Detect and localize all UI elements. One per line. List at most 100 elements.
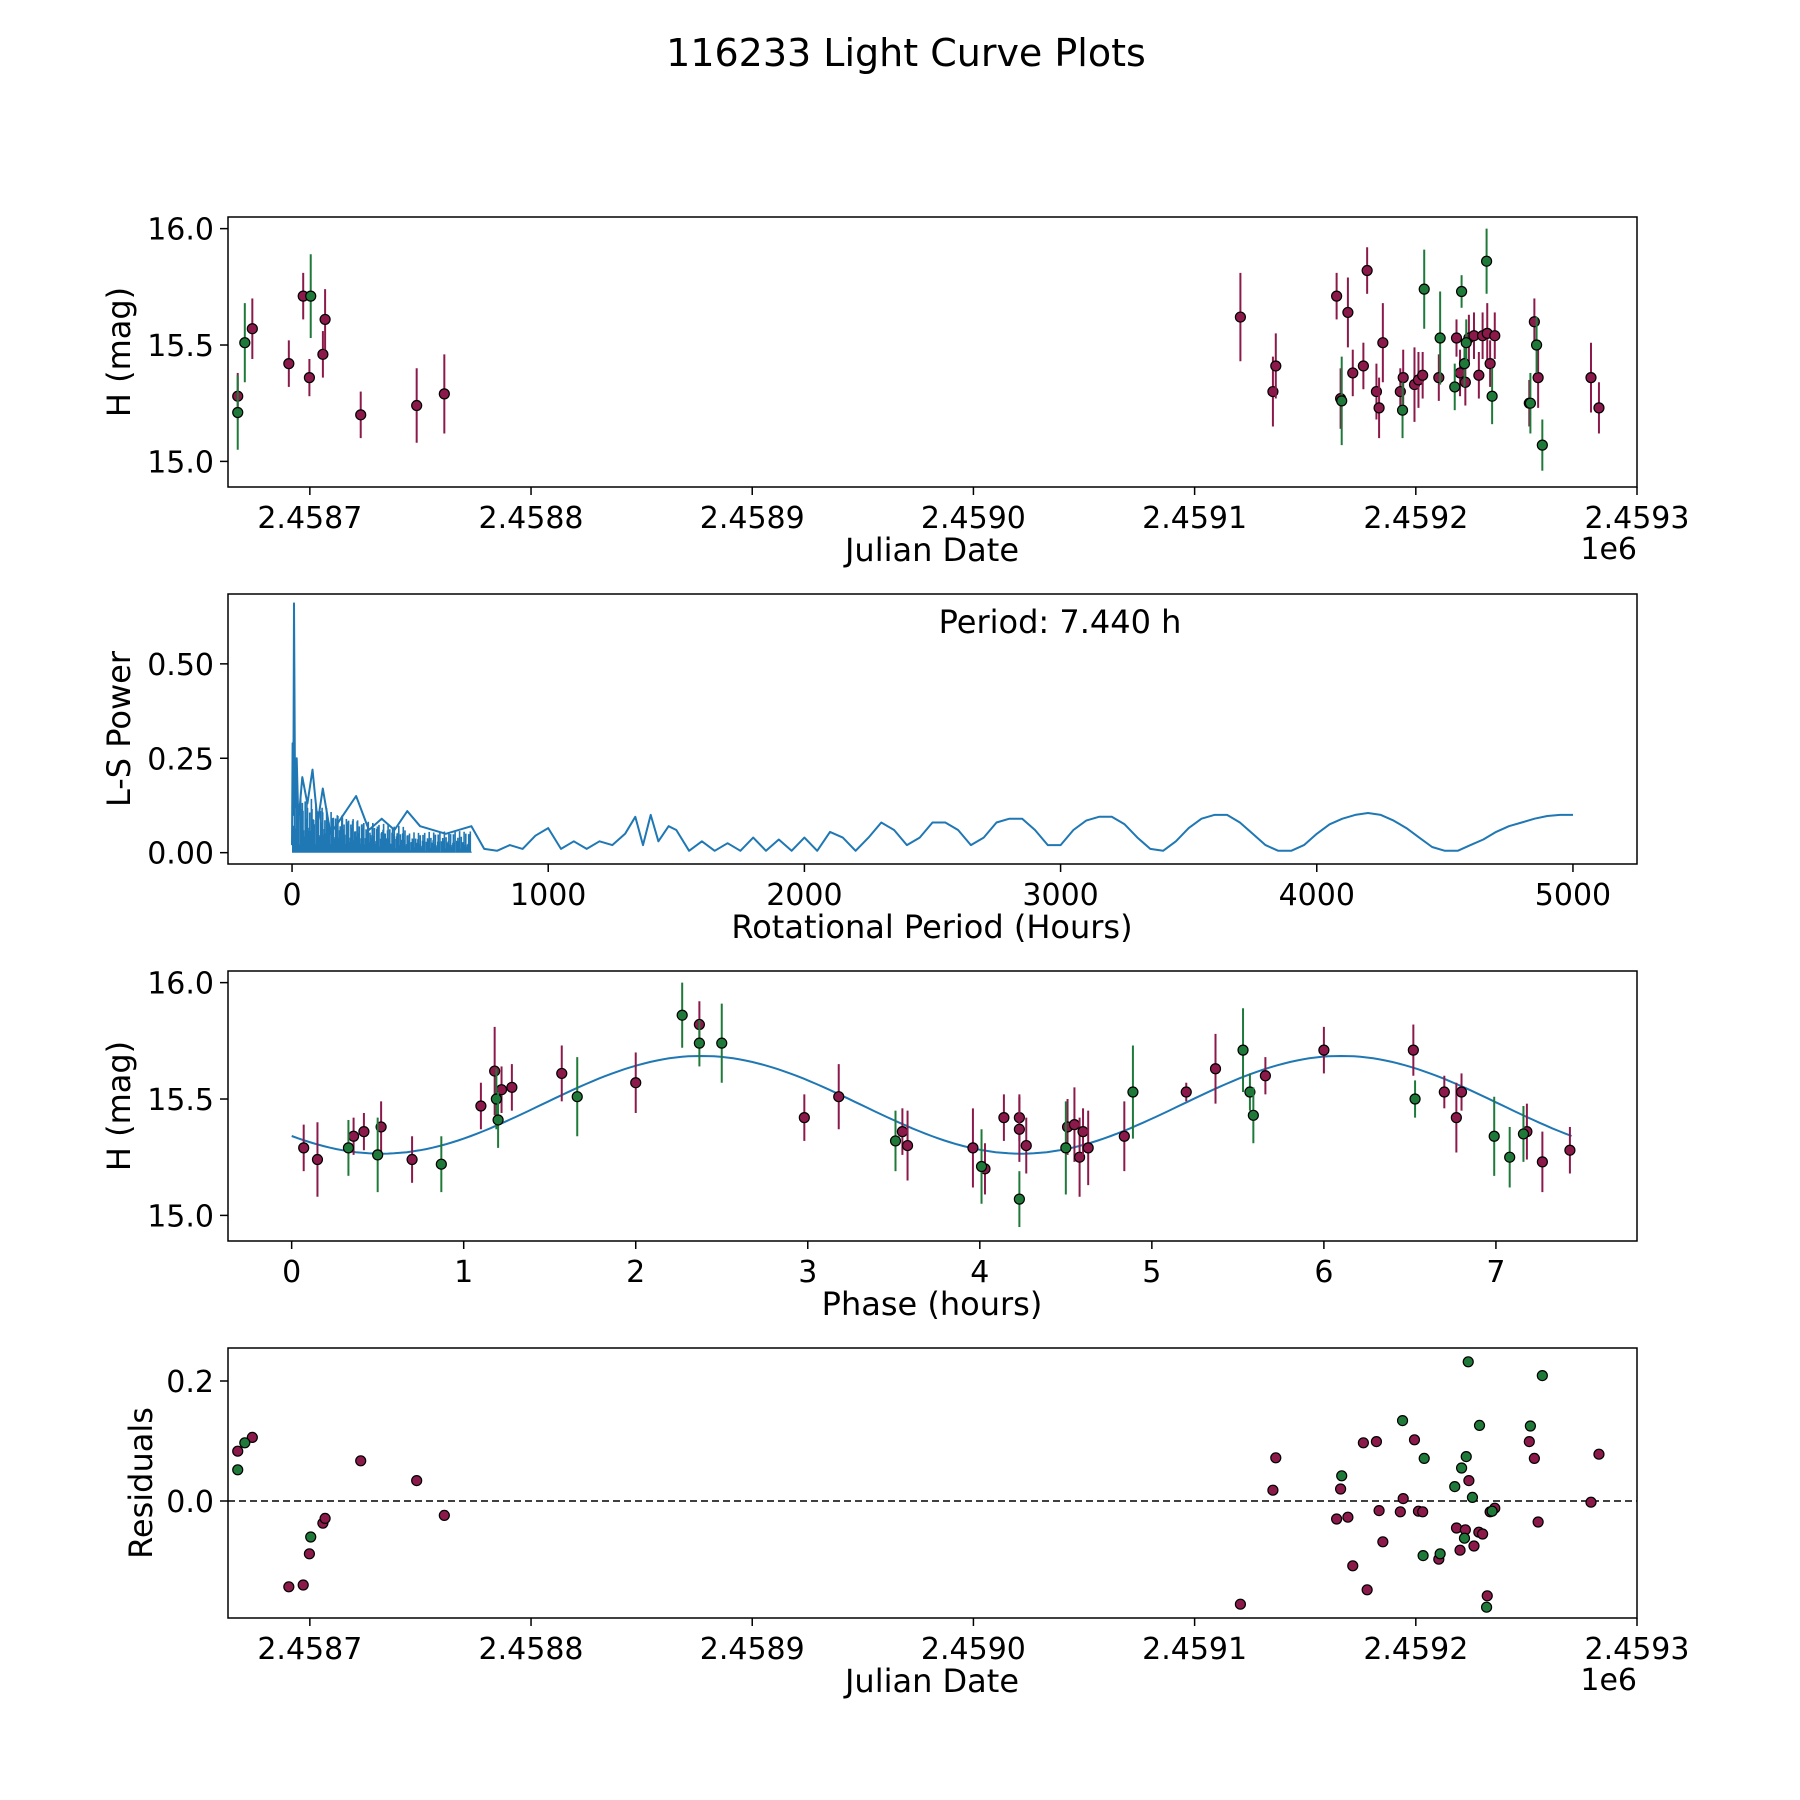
light-curve-point-r	[1593, 402, 1605, 414]
residuals-point-g	[1336, 1470, 1348, 1482]
residuals-point-r	[411, 1474, 423, 1487]
residuals-point-g	[1480, 1601, 1493, 1613]
phase-fold-point-r	[1013, 1123, 1025, 1135]
light-curve-point-r	[1489, 330, 1501, 342]
residuals-xtick-label: 2.4589	[700, 1632, 805, 1667]
residuals-xtick-label: 2.4591	[1142, 1632, 1247, 1667]
phase-fold-ytick-label: 16.0	[147, 967, 214, 1002]
light-curve-point-g	[305, 290, 317, 302]
residuals-point-r	[1331, 1513, 1343, 1525]
periodogram-annotation: Period: 7.440 h	[939, 603, 1182, 641]
residuals-point-g	[1536, 1369, 1548, 1382]
light-curve-point-g	[1396, 404, 1409, 416]
phase-fold-point-r	[506, 1081, 518, 1093]
light-curve-ylabel: H (mag)	[100, 287, 138, 417]
light-curve-point-g	[1336, 395, 1348, 407]
residuals-point-r	[1450, 1522, 1463, 1534]
residuals-point-g	[1455, 1462, 1468, 1474]
light-curve-point-g	[232, 406, 244, 419]
residuals-point-g	[1458, 1532, 1471, 1544]
periodogram-xtick-label: 3000	[1022, 878, 1098, 913]
phase-fold-ytick-label: 15.5	[147, 1083, 214, 1118]
phase-fold-point-r	[896, 1126, 908, 1138]
phase-fold-point-r	[311, 1153, 324, 1166]
light-curve-point-r	[283, 358, 295, 370]
residuals-point-r	[283, 1581, 295, 1593]
phase-fold-point-r	[1068, 1119, 1081, 1131]
phase-fold-point-r	[1438, 1086, 1450, 1098]
light-curve-point-r	[317, 348, 329, 360]
phase-fold-point-g	[492, 1114, 504, 1126]
residuals-frame	[227, 1347, 1638, 1619]
residuals-point-g	[1460, 1450, 1472, 1463]
periodogram-ytick-label: 0.50	[147, 648, 214, 683]
residuals-point-g	[1466, 1491, 1479, 1504]
residuals-point-r	[1370, 1435, 1383, 1448]
phase-fold-point-g	[1488, 1130, 1500, 1142]
residuals-point-r	[1357, 1437, 1369, 1449]
phase-fold-point-r	[298, 1142, 310, 1154]
residuals-point-r	[355, 1455, 367, 1467]
phase-fold-point-g	[1504, 1151, 1516, 1163]
light-curve-point-r	[1417, 369, 1429, 381]
residuals-point-r	[1394, 1506, 1406, 1518]
periodogram-xtick-label: 1000	[510, 878, 586, 913]
light-curve-point-r	[355, 409, 367, 421]
light-curve-offset-label: 1e6	[1580, 532, 1637, 567]
phase-fold-point-r	[1082, 1142, 1094, 1154]
phase-fold-point-g	[1237, 1044, 1249, 1056]
residuals-point-r	[1397, 1492, 1409, 1505]
residuals-offset-label: 1e6	[1580, 1663, 1637, 1698]
light-curve-xtick-label: 2.4587	[257, 501, 362, 536]
light-curve-ytick-label: 16.0	[147, 213, 214, 248]
phase-fold-ylabel: H (mag)	[100, 1041, 138, 1171]
periodogram-axes: 0 1000 2000 3000 4000 5000 0.00 0.25 0.50	[147, 648, 1611, 913]
phase-fold-point-r	[1318, 1044, 1330, 1056]
light-curve-point-g	[1460, 337, 1472, 349]
phase-fold-point-r	[489, 1065, 501, 1077]
residuals-ytick-label: 0.2	[166, 1365, 214, 1400]
phase-fold-point-g	[1247, 1109, 1259, 1121]
phase-fold-frame	[227, 970, 1638, 1242]
residuals-point-g	[1449, 1480, 1461, 1493]
residuals-point-g	[1462, 1356, 1474, 1368]
phase-fold-xtick-label: 4	[970, 1255, 989, 1290]
residuals-point-r	[1481, 1590, 1493, 1602]
light-curve-point-r	[1357, 360, 1369, 372]
light-curve-point-r	[1532, 372, 1544, 384]
phase-fold-point-r	[556, 1067, 568, 1080]
phase-fold-point-r	[1564, 1144, 1576, 1156]
light-curve-point-r	[1234, 311, 1247, 323]
phase-fold-xlabel: Phase (hours)	[822, 1285, 1043, 1323]
residuals-point-r	[246, 1431, 258, 1444]
light-curve-point-g	[1530, 339, 1543, 351]
light-curve-point-r	[1373, 402, 1385, 414]
periodogram-ylabel: L-S Power	[100, 650, 138, 807]
light-curve-point-r	[1342, 306, 1354, 319]
residuals-ytick-label: 0.0	[166, 1485, 214, 1520]
residuals-point-r	[1335, 1483, 1347, 1495]
phase-fold-point-r	[630, 1077, 642, 1089]
phase-fold-point-g	[372, 1149, 384, 1161]
light-curve-point-g	[1486, 390, 1498, 402]
phase-fold-marks	[291, 982, 1576, 1228]
residuals-point-r	[297, 1579, 309, 1591]
phase-fold-point-r	[967, 1142, 979, 1154]
light-curve-xlabel: Julian Date	[843, 531, 1019, 569]
phase-fold-point-g	[889, 1135, 902, 1147]
residuals-axes: 2.4587 2.4588 2.4589 2.4590 2.4591 2.4592 2.45…	[166, 1365, 1689, 1667]
residuals-xtick-label: 2.4587	[257, 1632, 362, 1667]
periodogram-xtick-label: 5000	[1535, 878, 1611, 913]
phase-fold-point-r	[798, 1112, 810, 1124]
light-curve-marks	[232, 228, 1605, 471]
residuals-point-r	[1417, 1506, 1429, 1518]
residuals-point-r	[1373, 1504, 1385, 1517]
residuals-point-r	[303, 1548, 315, 1560]
phase-fold-point-r	[358, 1126, 370, 1138]
phase-fold-point-r	[1020, 1139, 1032, 1152]
phase-fold-panel: 0 1 2 3 4 5 6 7 15.0 15.5 16.0 Phase (hours) H (ma…	[100, 967, 1638, 1323]
phase-fold-xtick-label: 6	[1314, 1255, 1333, 1290]
phase-fold-point-r	[901, 1139, 914, 1152]
phase-fold-point-r	[1536, 1156, 1548, 1168]
residuals-point-r	[1532, 1516, 1544, 1528]
